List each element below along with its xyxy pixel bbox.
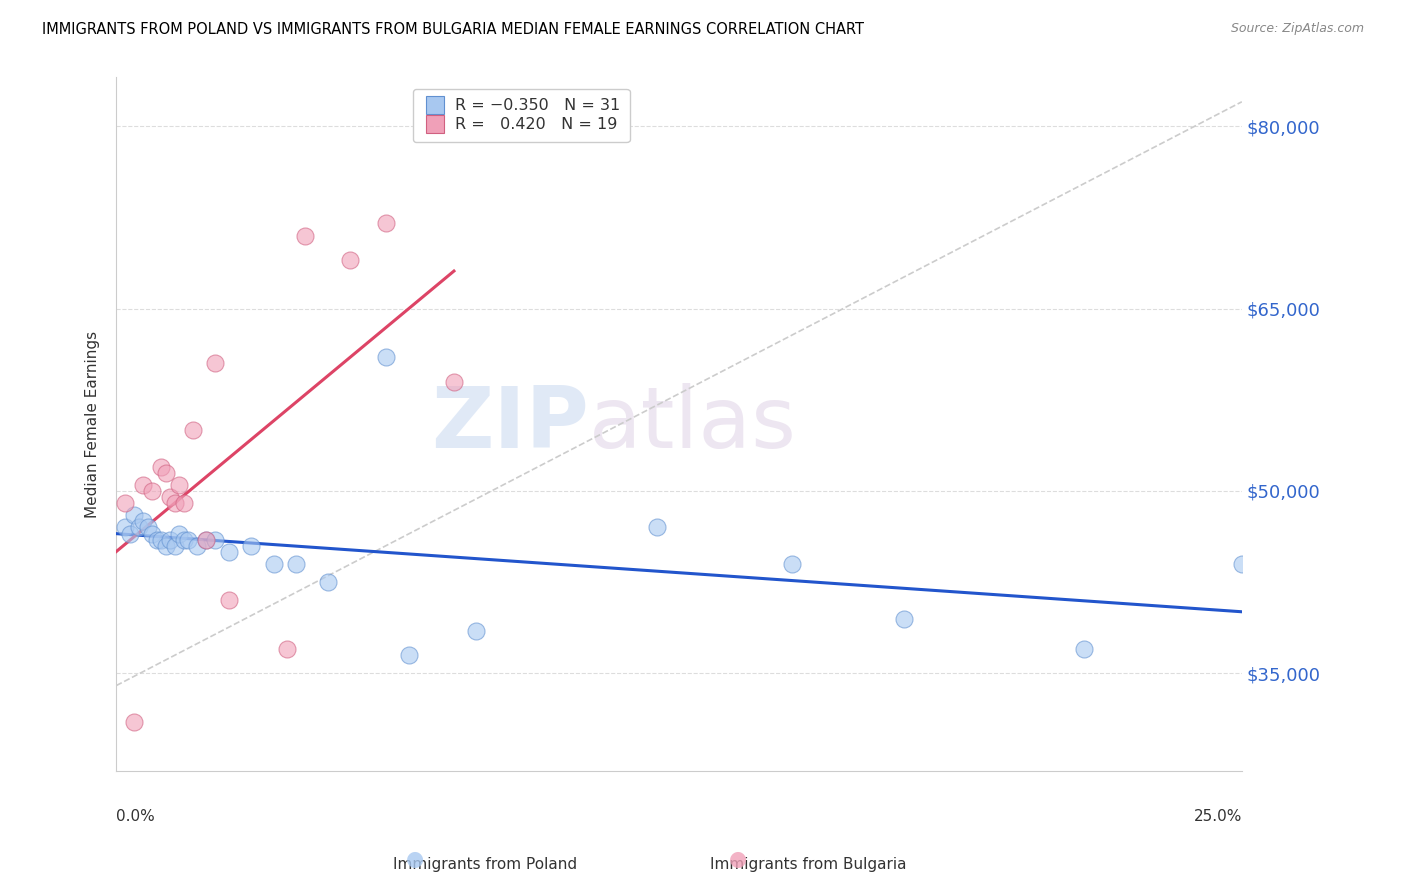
Point <box>218 545 240 559</box>
Point <box>124 714 146 729</box>
Point <box>155 466 177 480</box>
Point <box>169 478 191 492</box>
Point <box>150 533 173 547</box>
Point <box>645 520 668 534</box>
Point <box>141 483 163 498</box>
Point <box>173 533 195 547</box>
Point <box>375 216 398 230</box>
Text: ●: ● <box>730 849 747 869</box>
Point <box>195 533 218 547</box>
Point <box>204 356 226 370</box>
Point <box>181 423 204 437</box>
Point <box>465 624 488 638</box>
Text: Immigrants from Bulgaria: Immigrants from Bulgaria <box>710 857 907 872</box>
Y-axis label: Median Female Earnings: Median Female Earnings <box>86 331 100 517</box>
Point <box>893 612 915 626</box>
Point <box>114 520 136 534</box>
Point <box>128 520 150 534</box>
Text: Immigrants from Poland: Immigrants from Poland <box>394 857 576 872</box>
Point <box>159 533 181 547</box>
Point <box>339 252 361 267</box>
Point <box>177 533 200 547</box>
Point <box>186 539 208 553</box>
Point <box>218 593 240 607</box>
Point <box>163 496 186 510</box>
Text: 0.0%: 0.0% <box>117 809 155 824</box>
Point <box>150 459 173 474</box>
Point <box>124 508 146 523</box>
Point <box>118 526 141 541</box>
Point <box>163 539 186 553</box>
Text: ZIP: ZIP <box>432 383 589 466</box>
Point <box>146 533 169 547</box>
Point <box>398 648 420 662</box>
Point <box>294 228 316 243</box>
Point <box>132 478 155 492</box>
Point <box>132 514 155 528</box>
Point <box>114 496 136 510</box>
Text: ●: ● <box>406 849 423 869</box>
Point <box>443 375 465 389</box>
Point <box>1230 557 1253 571</box>
Point <box>159 490 181 504</box>
Text: atlas: atlas <box>589 383 797 466</box>
Point <box>1073 642 1095 657</box>
Point <box>240 539 263 553</box>
Legend: R = −0.350   N = 31, R =   0.420   N = 19: R = −0.350 N = 31, R = 0.420 N = 19 <box>413 89 630 142</box>
Point <box>263 557 285 571</box>
Point <box>141 526 163 541</box>
Point <box>780 557 803 571</box>
Point <box>169 526 191 541</box>
Point <box>173 496 195 510</box>
Text: 25.0%: 25.0% <box>1194 809 1241 824</box>
Point <box>285 557 308 571</box>
Point <box>204 533 226 547</box>
Point <box>195 533 218 547</box>
Point <box>155 539 177 553</box>
Point <box>375 350 398 364</box>
Point <box>136 520 159 534</box>
Point <box>276 642 298 657</box>
Point <box>316 575 339 590</box>
Text: Source: ZipAtlas.com: Source: ZipAtlas.com <box>1230 22 1364 36</box>
Text: IMMIGRANTS FROM POLAND VS IMMIGRANTS FROM BULGARIA MEDIAN FEMALE EARNINGS CORREL: IMMIGRANTS FROM POLAND VS IMMIGRANTS FRO… <box>42 22 865 37</box>
